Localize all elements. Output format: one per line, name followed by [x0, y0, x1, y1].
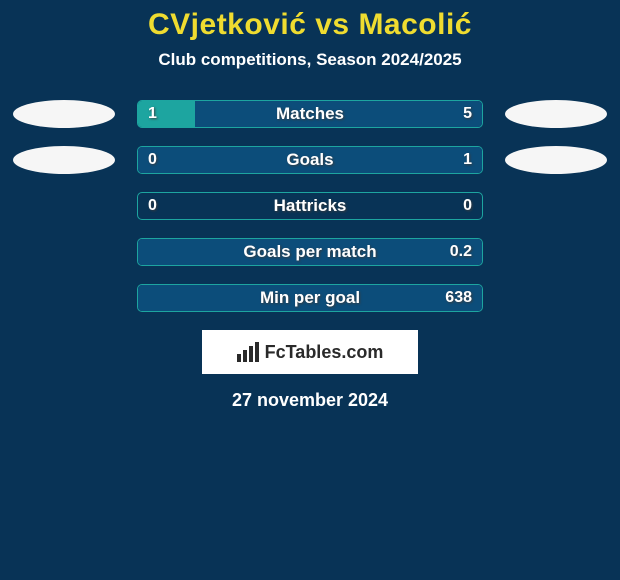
subtitle: Club competitions, Season 2024/2025: [0, 50, 620, 70]
stat-value-left: 1: [148, 101, 157, 127]
stat-label: Goals: [138, 147, 482, 173]
spacer: [505, 284, 607, 312]
stat-value-left: 0: [148, 193, 157, 219]
stat-bar: Hattricks0 0: [137, 192, 483, 220]
stat-label: Min per goal: [138, 285, 482, 311]
stat-row: Goals per match0.2: [0, 238, 620, 266]
bar-chart-icon: [237, 342, 259, 362]
comparison-widget: CVjetković vs Macolić Club competitions,…: [0, 0, 620, 580]
spacer: [13, 284, 115, 312]
stat-bar: Goals per match0.2: [137, 238, 483, 266]
stat-row: Hattricks0 0: [0, 192, 620, 220]
page-title: CVjetković vs Macolić: [0, 0, 620, 42]
brand-text: FcTables.com: [265, 342, 384, 363]
spacer: [505, 238, 607, 266]
stat-row: Goals0 1: [0, 146, 620, 174]
stat-bar: Min per goal638: [137, 284, 483, 312]
stat-row: Min per goal638: [0, 284, 620, 312]
player-left-avatar: [13, 100, 115, 128]
stat-value-left: 0: [148, 147, 157, 173]
brand-box[interactable]: FcTables.com: [202, 330, 418, 374]
player-right-avatar: [505, 100, 607, 128]
date-line: 27 november 2024: [0, 390, 620, 411]
stat-label: Matches: [138, 101, 482, 127]
stat-value-right: 638: [445, 285, 472, 311]
player-right-avatar: [505, 146, 607, 174]
spacer: [13, 192, 115, 220]
stat-rows: Matches15Goals01Hattricks00Goals per mat…: [0, 100, 620, 312]
spacer: [505, 192, 607, 220]
stat-value-right: 0: [463, 193, 472, 219]
stat-label: Goals per match: [138, 239, 482, 265]
stat-value-right: 0.2: [450, 239, 472, 265]
stat-value-right: 1: [463, 147, 472, 173]
stat-value-right: 5: [463, 101, 472, 127]
player-left-avatar: [13, 146, 115, 174]
stat-row: Matches1 5: [0, 100, 620, 128]
stat-label: Hattricks: [138, 193, 482, 219]
stat-bar: Goals0 1: [137, 146, 483, 174]
stat-bar: Matches1 5: [137, 100, 483, 128]
spacer: [13, 238, 115, 266]
